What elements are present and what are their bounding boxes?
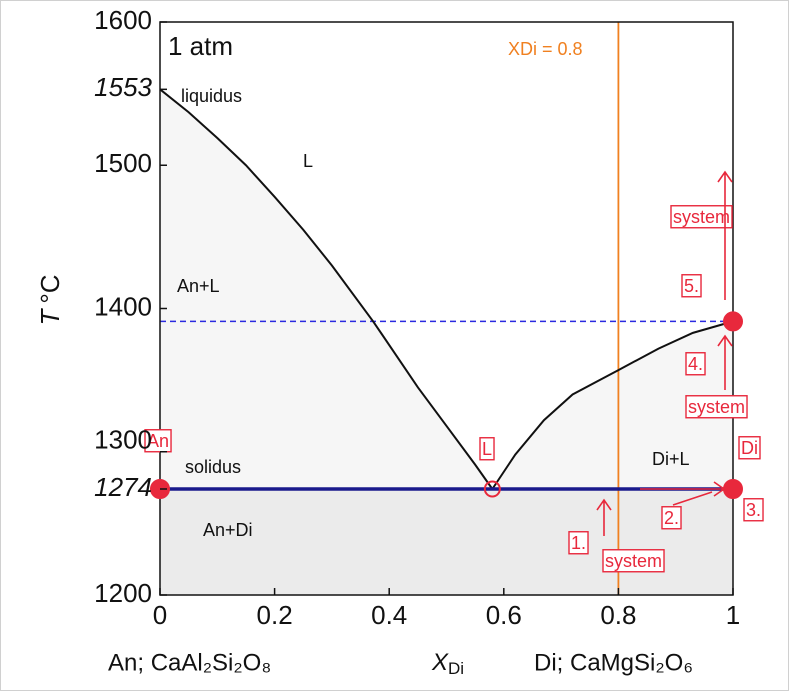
x-tick-label: 1 <box>726 600 740 630</box>
label-box <box>568 531 589 555</box>
label-box <box>602 549 665 573</box>
subsolidus-region <box>160 488 733 595</box>
process-arrows <box>596 170 733 536</box>
x-tick-label: 0 <box>153 600 167 630</box>
y-tick-label: 1200 <box>94 578 152 608</box>
liquidus-curve <box>491 320 734 490</box>
arrow <box>717 334 733 390</box>
y-tick-label: 1400 <box>94 291 152 321</box>
x-symbol: X <box>431 649 449 676</box>
arrow <box>717 170 733 300</box>
y-tick-label: 1274 <box>94 472 152 502</box>
background <box>160 22 733 595</box>
arrow <box>672 491 713 506</box>
x-axis-symbol: XDi <box>431 649 464 678</box>
region-label: An+Di <box>203 520 253 540</box>
y-tick-label: 1300 <box>94 425 152 455</box>
y-symbol: T <box>35 308 65 326</box>
chart-title: 1 atm <box>168 31 233 61</box>
composition-label: XDi = 0.8 <box>508 39 583 59</box>
x-label-left: An; CaAl₂Si₂O₈ <box>108 649 271 676</box>
liquidus-curve <box>159 88 494 490</box>
label-box <box>738 436 761 460</box>
label-box <box>670 205 733 229</box>
x-symbol-sub: Di <box>448 659 464 678</box>
point-label: An <box>147 431 169 451</box>
label-box <box>144 429 172 453</box>
label-box <box>681 274 702 298</box>
labels: 1 atm liquidus solidus L An+L Di+L An+Di… <box>35 5 764 678</box>
liquidus-label: liquidus <box>181 86 242 106</box>
x-label-right: Di; CaMgSi₂O₆ <box>534 649 693 676</box>
system-label: system <box>688 397 745 417</box>
two-phase-region <box>160 89 733 489</box>
x-tick-label: 0.4 <box>371 600 407 630</box>
label-box <box>685 352 706 376</box>
system-label: system <box>605 551 662 571</box>
y-unit: °C <box>35 274 65 303</box>
region-label: L <box>303 151 313 171</box>
y-tick-label: 1553 <box>94 72 152 102</box>
step-label: 5. <box>684 276 699 296</box>
y-axis-label: T °C <box>35 274 65 325</box>
region-label: An+L <box>177 276 220 296</box>
step-label: 2. <box>664 508 679 528</box>
point-label: L <box>482 439 492 459</box>
y-tick-label: 1600 <box>94 5 152 35</box>
arrow <box>596 498 612 536</box>
x-tick-label: 0.6 <box>486 600 522 630</box>
phase-point <box>723 478 743 499</box>
label-box <box>661 506 682 530</box>
step-label: 1. <box>571 533 586 553</box>
y-tick-label: 1500 <box>94 148 152 178</box>
point-label: Di <box>741 438 758 458</box>
label-box <box>743 498 764 522</box>
label-box <box>479 437 495 461</box>
x-tick-label: 0.2 <box>257 600 293 630</box>
region-label: Di+L <box>652 449 690 469</box>
phase-point <box>483 480 501 498</box>
x-tick-label: 0.8 <box>600 600 636 630</box>
label-box <box>685 395 748 419</box>
step-label: 4. <box>688 354 703 374</box>
arrow <box>640 481 726 497</box>
solidus-label: solidus <box>185 457 241 477</box>
phase-point <box>723 311 743 332</box>
system-label: system <box>673 207 730 227</box>
step-label: 3. <box>746 500 761 520</box>
